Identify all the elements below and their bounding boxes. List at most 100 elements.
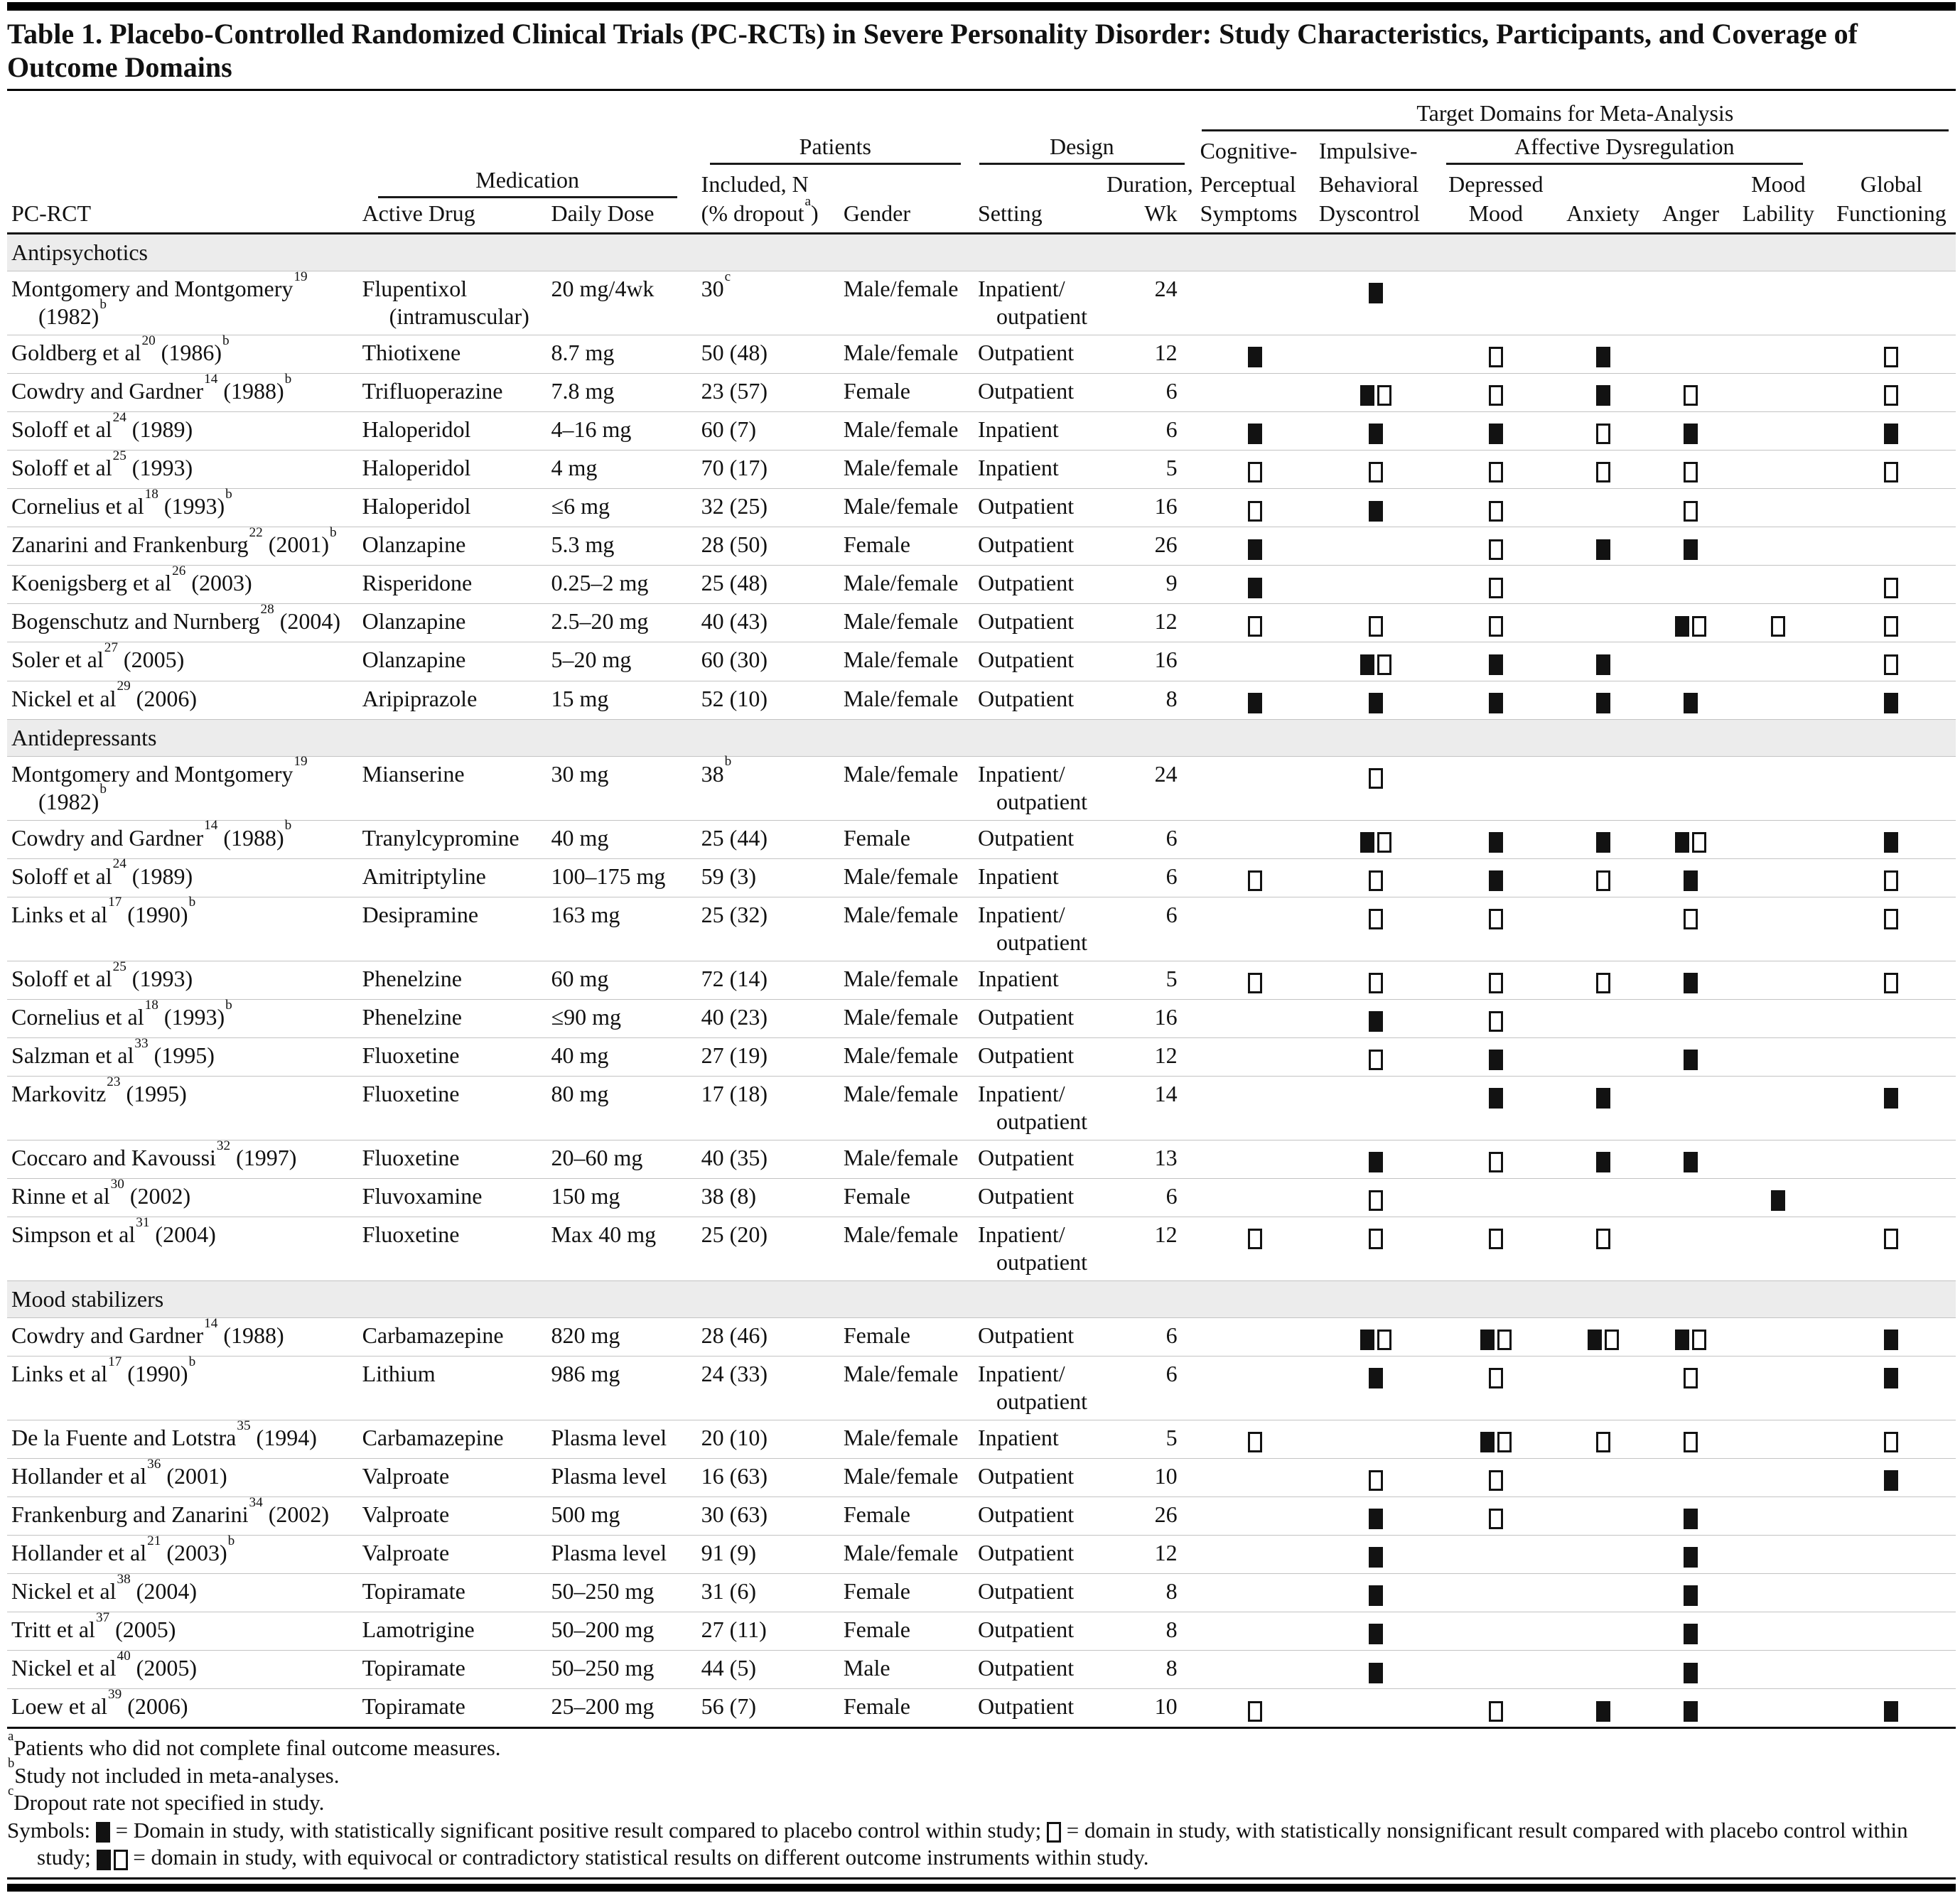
dose-cell: 150 mg: [546, 1177, 697, 1217]
citation-superscript: 18: [144, 997, 158, 1013]
open-square-icon: [1369, 972, 1384, 993]
n-dropout-cell: 72 (14): [696, 960, 839, 1000]
filled-square-icon: [1884, 1368, 1899, 1389]
filled-square-icon: [1684, 1547, 1698, 1568]
filled-square-icon: [95, 1822, 110, 1843]
setting-cell: Outpatient: [974, 488, 1102, 527]
domain-cell-anger: [1652, 998, 1730, 1038]
study-cell: Markovitz23 (1995): [7, 1075, 358, 1140]
open-square-icon: [1248, 1229, 1263, 1250]
text: 72 (14): [701, 965, 768, 991]
domain-cell-mood-lability: [1729, 565, 1827, 604]
drug-cell: Fluoxetine: [357, 1075, 547, 1140]
n-dropout-cell: 28 (50): [696, 527, 839, 566]
text: 30 (63): [701, 1501, 768, 1528]
domain-cell-anger: [1652, 1688, 1730, 1728]
open-square-icon: [1595, 462, 1610, 483]
footnote-c-sup: c: [8, 1783, 14, 1798]
filled-square-icon: [1884, 1330, 1899, 1351]
filled-square-icon: [1369, 1010, 1384, 1032]
domain-cell-global: [1826, 1037, 1956, 1077]
table-row: Goldberg et al20 (1986)b Thiotixene 8.7 mg…: [7, 334, 1956, 374]
text: 59 (3): [701, 863, 756, 889]
dose-cell: 7.8 mg: [546, 373, 697, 412]
setting-line1: Outpatient: [978, 1182, 1075, 1209]
domain-cell-anger: [1652, 1458, 1730, 1497]
filled-square-icon: [1369, 1624, 1384, 1645]
filled-square-icon: [1360, 1330, 1375, 1351]
domain-cell-mood-lability: [1729, 373, 1827, 412]
text: Koenigsberg et al: [11, 570, 172, 596]
filled-square-icon: [1248, 347, 1263, 368]
study-cell: Links et al17 (1990)b: [7, 1355, 358, 1420]
filled-square-icon: [1684, 692, 1698, 713]
filled-square-icon: [1884, 1088, 1899, 1109]
text: 25 (48): [701, 570, 768, 596]
drug-cell: Thiotixene: [357, 335, 547, 374]
filled-square-icon: [1369, 1662, 1384, 1683]
domain-cell-anxiety: [1554, 642, 1652, 681]
filled-square-icon: [1480, 1330, 1495, 1351]
header-row-3: Medication Included, N Duration, Percept…: [7, 165, 1956, 199]
domain-cell-global: [1826, 373, 1956, 412]
text: 17 (18): [701, 1080, 768, 1106]
text: Loew et al: [11, 1693, 108, 1720]
domain-cell-depressed: [1437, 603, 1555, 642]
open-square-icon: [1488, 500, 1503, 522]
domain-cell-global: [1826, 565, 1956, 604]
filled-square-icon: [1248, 577, 1263, 598]
domain-cell-impulsive: [1314, 755, 1438, 821]
filled-and-open-square-icon: [1360, 831, 1392, 853]
domain-cell-anger: [1652, 960, 1730, 1000]
drug-cell: Phenelzine: [357, 998, 547, 1038]
setting-line1: Inpatient/: [978, 1080, 1065, 1106]
domain-cell-cognitive: [1195, 819, 1315, 859]
open-square-icon: [1377, 385, 1392, 406]
n-dropout-cell: 40 (23): [696, 998, 839, 1038]
text: 44 (5): [701, 1655, 756, 1681]
domain-cell-depressed: [1437, 565, 1555, 604]
domain-cell-impulsive: [1314, 488, 1438, 527]
domain-cell-impulsive: [1314, 896, 1438, 961]
domain-cell-anxiety: [1554, 335, 1652, 374]
gender-cell: Male/female: [839, 450, 974, 489]
filled-square-icon: [1488, 831, 1503, 853]
filled-square-icon: [1595, 654, 1610, 675]
open-square-icon: [1884, 972, 1899, 993]
study-cell: Soloff et al24 (1989): [7, 857, 358, 897]
drug-line1: Phenelzine: [362, 965, 462, 991]
table-body: Antipsychotics Montgomery and Montgomery1…: [7, 233, 1956, 1728]
study-line1: Links et al17 (1990)b: [11, 895, 354, 929]
duration-cell: 5: [1102, 960, 1196, 1000]
open-square-icon: [1595, 972, 1610, 993]
study-line1: Zanarini and Frankenburg22 (2001)b: [11, 526, 354, 559]
filled-square-icon: [1595, 347, 1610, 368]
table-row: Soler et al27 (2005) Olanzapine 5–20 mg 60 …: [7, 641, 1956, 681]
setting-cell: Inpatient/outpatient: [974, 1356, 1102, 1420]
text: Nickel et al: [11, 1578, 117, 1605]
open-square-icon: [1884, 385, 1899, 406]
study-cell: Soler et al27 (2005): [7, 641, 358, 681]
affective-group-label: Affective Dysregulation: [1445, 133, 1803, 166]
domain-cell-anger: [1652, 858, 1730, 897]
filled-square-icon: [1595, 692, 1610, 713]
filled-and-open-square-icon: [1587, 1330, 1619, 1351]
footnote-b: bStudy not included in meta-analyses.: [7, 1757, 1956, 1789]
domain-cell-depressed: [1437, 1612, 1555, 1651]
text: (1982): [38, 788, 99, 814]
domain-cell-anger: [1652, 271, 1730, 335]
filled-square-icon: [1684, 1624, 1698, 1645]
text: (2006): [122, 1693, 188, 1720]
open-square-icon: [1595, 870, 1610, 891]
study-line2: (1982)b: [11, 782, 354, 816]
gender-cell: Male/female: [839, 680, 974, 720]
filled-square-icon: [1684, 1547, 1698, 1568]
open-square-icon: [1595, 1229, 1610, 1250]
active-drug-header: Active Drug: [357, 198, 547, 235]
drug-line1: Fluoxetine: [362, 1042, 460, 1068]
domain-cell-depressed: [1437, 527, 1555, 566]
citation-superscript: 21: [147, 1533, 161, 1549]
domain-cell-anger: [1652, 603, 1730, 642]
open-square-icon: [1488, 1010, 1503, 1032]
target-domains-group-label: Target Domains for Meta-Analysis: [1201, 99, 1949, 132]
